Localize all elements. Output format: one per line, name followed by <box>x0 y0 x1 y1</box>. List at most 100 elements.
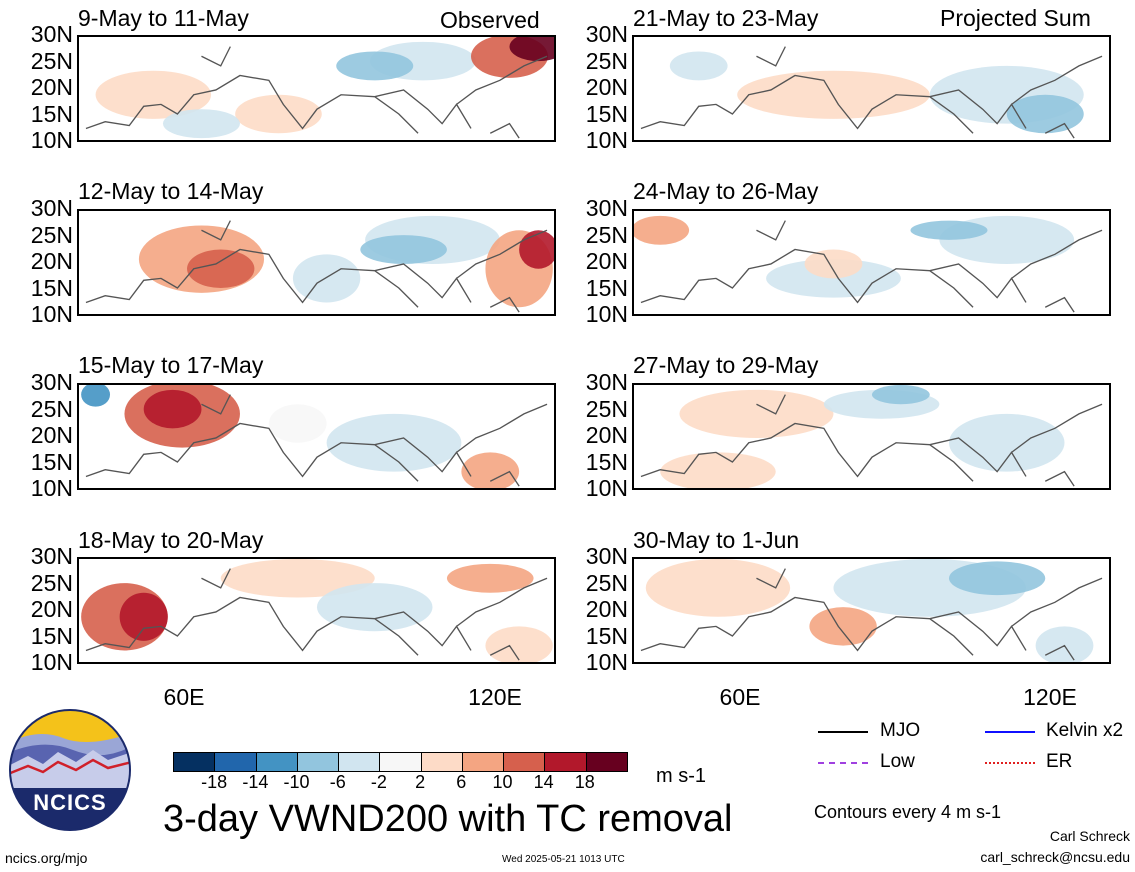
anomaly-blob <box>461 452 520 488</box>
anomaly-blob <box>519 230 554 269</box>
lat-label: 15N <box>585 448 628 475</box>
legend-low-label: Low <box>880 751 915 772</box>
panel-title-right-4: 30-May to 1-Jun <box>633 527 800 553</box>
colorbar-tick-label: 14 <box>533 772 554 792</box>
colorbar-swatch <box>214 753 256 771</box>
panel-title-right-3: 27-May to 29-May <box>633 352 819 378</box>
anomaly-blob <box>871 385 930 405</box>
anomaly-field <box>85 215 554 313</box>
logo-text: NCICS <box>33 790 107 815</box>
anomaly-blob <box>804 249 863 279</box>
lat-label: 15N <box>30 100 73 127</box>
contour-note: Contours every 4 m s-1 <box>814 802 1002 822</box>
lat-label: 25N <box>585 47 628 74</box>
colorbar-tick-label: -14 <box>242 772 269 792</box>
panel-title-left-3: 15-May to 17-May <box>78 352 264 378</box>
lat-label: 20N <box>585 74 628 100</box>
anomaly-field <box>634 215 1103 313</box>
panel-title-left-4: 18-May to 20-May <box>78 527 264 553</box>
lat-label: 30N <box>585 543 628 569</box>
ncics-logo: NCICS <box>8 708 132 832</box>
anomaly-blob <box>948 561 1046 596</box>
anomaly-blob <box>162 109 240 139</box>
lat-label: 20N <box>585 422 628 448</box>
lat-label: 15N <box>30 448 73 475</box>
anomaly-blob <box>316 583 433 632</box>
legend-kelvin-line <box>985 731 1035 733</box>
legend-kelvin-label: Kelvin x2 <box>1046 720 1124 741</box>
anomaly-blob <box>446 563 534 593</box>
lat-label: 10N <box>30 475 73 501</box>
anomaly-blob <box>143 389 202 429</box>
lat-label: 20N <box>30 248 73 274</box>
lat-label: 15N <box>585 622 628 649</box>
lat-label: 25N <box>585 569 628 596</box>
colorbar-swatch <box>585 753 627 771</box>
colorbar-swatch <box>503 753 545 771</box>
lat-label: 15N <box>585 274 628 301</box>
anomaly-field <box>81 559 553 662</box>
coastline <box>640 46 1103 139</box>
colorbar-tick-label: -2 <box>370 772 387 792</box>
coastline <box>85 394 548 487</box>
anomaly-blob <box>95 70 212 119</box>
author-email[interactable]: carl_schreck@ncsu.edu <box>980 849 1130 865</box>
lat-label: 10N <box>585 649 628 675</box>
observed-label: Observed <box>440 7 540 33</box>
lat-label: 10N <box>585 301 628 327</box>
coastline <box>640 394 1103 487</box>
lat-label: 25N <box>30 569 73 596</box>
map-panel-left-2 <box>77 209 556 316</box>
anomaly-blob <box>737 70 930 119</box>
colorbar <box>173 752 628 772</box>
lat-label: 20N <box>585 248 628 274</box>
coastline <box>85 220 548 313</box>
lat-label: 15N <box>585 100 628 127</box>
anomaly-blob <box>187 249 255 289</box>
colorbar-swatch <box>255 753 297 771</box>
colorbar-swatch <box>338 753 380 771</box>
lat-label: 20N <box>585 596 628 622</box>
map-panel-right-1 <box>632 35 1111 142</box>
lon-label-60e-right: 60E <box>719 684 761 710</box>
panel-title-left-1: 9-May to 11-May <box>78 5 249 31</box>
map-panel-right-4 <box>632 557 1111 664</box>
anomaly-blob <box>634 215 690 245</box>
anomaly-field <box>81 385 548 488</box>
lat-label: 30N <box>30 369 73 395</box>
anomaly-blob <box>360 235 447 264</box>
lat-label: 10N <box>30 649 73 675</box>
lat-label: 15N <box>30 622 73 649</box>
anomaly-blob <box>948 413 1065 472</box>
anomaly-field <box>640 46 1103 139</box>
anomaly-field <box>640 385 1103 488</box>
timestamp: Wed 2025-05-21 1013 UTC <box>502 854 625 865</box>
anomaly-blob <box>220 559 375 598</box>
panel-title-right-1: 21-May to 23-May <box>633 5 819 31</box>
colorbar-swatch <box>420 753 462 771</box>
anomaly-field <box>640 559 1103 662</box>
colorbar-tick-label: 18 <box>574 772 595 792</box>
lat-label: 20N <box>30 422 73 448</box>
anomaly-blob <box>1035 626 1094 662</box>
coastline <box>85 46 548 139</box>
lat-label: 30N <box>30 195 73 221</box>
anomaly-blob <box>485 626 553 662</box>
lat-label: 20N <box>30 74 73 100</box>
lat-label: 30N <box>30 543 73 569</box>
anomaly-blob <box>292 254 361 303</box>
legend-er-line <box>985 762 1035 764</box>
legend-low-line <box>818 762 868 764</box>
map-panel-right-2 <box>632 209 1111 316</box>
lat-label: 30N <box>30 21 73 47</box>
lon-label-120e-left: 120E <box>468 684 522 710</box>
map-panel-left-4 <box>77 557 556 664</box>
anomaly-blob <box>910 220 988 240</box>
site-link[interactable]: ncics.org/mjo <box>5 850 88 866</box>
colorbar-tick-label: 10 <box>492 772 513 792</box>
coastline <box>640 220 1103 313</box>
lat-label: 25N <box>585 395 628 422</box>
legend-mjo-line <box>818 731 868 733</box>
anomaly-blob <box>669 51 728 81</box>
coastline <box>85 568 548 661</box>
